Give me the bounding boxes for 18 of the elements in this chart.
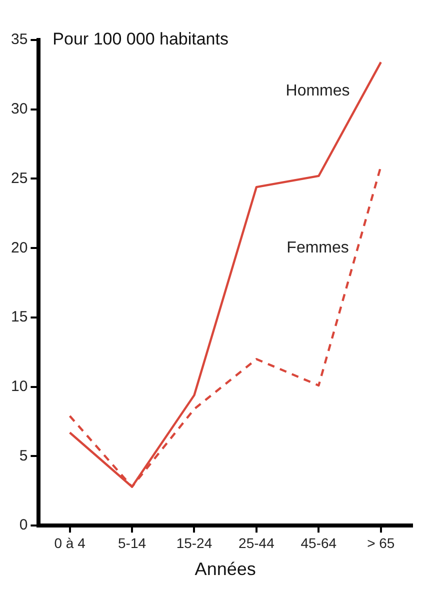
- x-axis-title: Années: [194, 559, 256, 580]
- x-tick-label: > 65: [367, 534, 395, 551]
- x-tick-label: 5-14: [118, 534, 146, 551]
- y-tick-label: 15: [10, 308, 28, 326]
- x-tick-label: 0 à 4: [54, 534, 86, 551]
- y-axis-title: Pour 100 000 habitants: [52, 30, 228, 49]
- x-tick-label: 45-64: [300, 534, 337, 551]
- x-tick-label: 15-24: [176, 534, 212, 551]
- y-tick-label: 5: [19, 447, 28, 464]
- y-tick-label: 10: [10, 378, 28, 395]
- y-tick-label: 25: [10, 170, 28, 187]
- series-label: Hommes: [286, 82, 350, 100]
- y-tick-label: 0: [19, 516, 28, 534]
- x-tick-label: 25-44: [238, 534, 275, 551]
- y-tick-label: 35: [10, 31, 28, 48]
- y-tick-label: 30: [10, 100, 28, 118]
- y-tick-label: 20: [10, 239, 28, 256]
- series-label: Femmes: [286, 239, 349, 256]
